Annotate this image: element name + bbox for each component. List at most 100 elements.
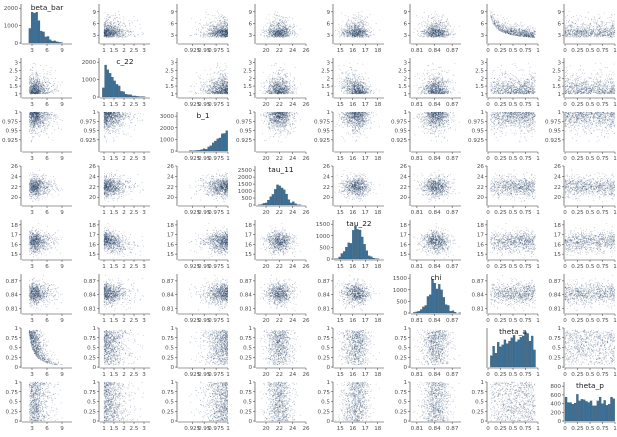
scatter-point [371,31,372,32]
x-tick-label: 0.81 [411,48,424,54]
scatter-point [355,32,356,33]
scatter-point [357,25,358,26]
scatter-point [352,35,353,36]
scatter-point [138,34,139,35]
scatter-point [287,36,288,37]
scatter-point [360,19,361,20]
scatter-point [128,34,129,35]
scatter-point [289,34,290,35]
scatter-point [124,30,125,31]
scatter-point [107,22,108,23]
scatter-point [226,34,227,35]
scatter-point [119,36,120,37]
scatter-point [348,20,349,21]
scatter-point [129,31,130,32]
scatter-point [273,17,274,18]
scatter-point [214,21,215,22]
scatter-point [226,35,227,36]
scatter-point [275,36,276,37]
scatter-point [347,36,348,37]
scatter-point [356,34,357,35]
scatter-point [195,22,196,23]
scatter-point [118,37,119,38]
scatter-point [119,36,120,37]
scatter-point [105,26,106,27]
scatter-point [266,31,267,32]
scatter-point [353,23,354,24]
scatter-point [274,27,275,28]
scatter-point [125,34,126,35]
scatter-point [350,27,351,28]
scatter-point [213,30,214,31]
scatter-point [352,17,353,18]
scatter-point [276,14,277,15]
scatter-point [363,23,364,24]
scatter-point [129,23,130,24]
scatter-point [365,18,366,19]
scatter-point [115,26,116,27]
scatter-point [191,18,192,19]
scatter-point [216,29,217,30]
scatter-point [133,16,134,17]
scatter-point [131,31,132,32]
scatter-point [209,30,210,31]
scatter-point [347,23,348,24]
scatter-point [342,31,343,32]
scatter-point [122,25,123,26]
scatter-point [263,32,264,33]
scatter-point [287,31,288,32]
scatter-point [142,34,143,35]
scatter-point [346,29,347,30]
scatter-point [189,35,190,36]
scatter-point [287,33,288,34]
scatter-point [359,33,360,34]
scatter-point [218,22,219,23]
scatter-point [272,28,273,29]
scatter-point [268,36,269,37]
scatter-point [217,11,218,12]
scatter-point [208,35,209,36]
scatter-point [367,30,368,31]
scatter-point [269,28,270,29]
scatter-point [351,21,352,22]
scatter-point [282,28,283,29]
scatter-point [363,37,364,38]
scatter-point [214,34,215,35]
scatter-point [121,31,122,32]
scatter-point [125,30,126,31]
scatter-point [222,18,223,19]
scatter-point [349,25,350,26]
scatter-point [223,33,224,34]
scatter-point [279,23,280,24]
scatter-point [215,36,216,37]
scatter-point [207,36,208,37]
scatter-point [447,30,448,31]
scatter-point [220,24,221,25]
scatter-point [348,35,349,36]
scatter-point [224,35,225,36]
scatter-point [360,34,361,35]
scatter-point [227,20,228,21]
scatter-point [223,36,224,37]
scatter-point [277,28,278,29]
scatter-point [277,35,278,36]
scatter-point [210,36,211,37]
scatter-point [213,24,214,25]
scatter-point [292,33,293,34]
scatter-point [215,28,216,29]
scatter-point [420,36,421,37]
scatter-point [137,20,138,21]
scatter-point [271,31,272,32]
scatter-point [349,30,350,31]
scatter-point [359,37,360,38]
scatter-point [116,29,117,30]
scatter-point [281,32,282,33]
scatter-point [357,31,358,32]
scatter-point [118,21,119,22]
x-tick-label: 2 [122,48,126,54]
scatter-point [106,31,107,32]
scatter-point [341,29,342,30]
scatter-point [116,17,117,18]
scatter-point [124,26,125,27]
scatter-point [284,30,285,31]
